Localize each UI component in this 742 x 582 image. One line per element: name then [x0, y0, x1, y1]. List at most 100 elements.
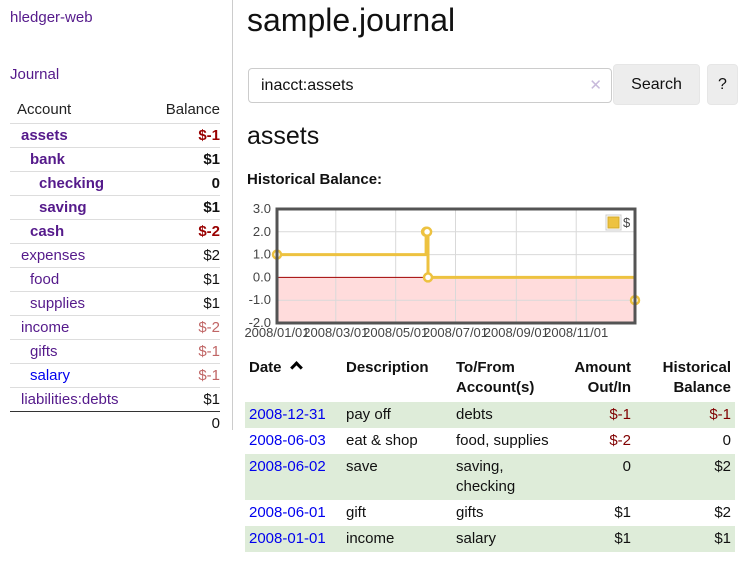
accounts-header-balance: Balance — [165, 101, 220, 118]
accounts-total-value: 0 — [150, 411, 220, 435]
transaction-description: save — [346, 458, 378, 475]
register-header-balance: Historical Balance — [662, 359, 731, 396]
data-point-marker — [421, 226, 433, 238]
account-link[interactable]: food — [10, 267, 151, 292]
account-row: checking 0 — [10, 171, 220, 196]
data-point-marker — [422, 272, 434, 283]
account-balance: $-2 — [150, 315, 220, 340]
register-header-date[interactable]: Date — [245, 356, 342, 402]
account-row: expenses $2 — [10, 243, 220, 268]
transaction-amount: $1 — [614, 530, 631, 547]
account-link[interactable]: expenses — [10, 243, 151, 268]
register-header-row: Date Description To/From Account(s) Amou… — [245, 356, 735, 402]
account-balance: $-1 — [150, 123, 220, 148]
svg-text:2008/05/01: 2008/05/01 — [363, 325, 428, 340]
app-title-link[interactable]: hledger-web — [10, 9, 93, 26]
account-link[interactable]: income — [10, 315, 151, 340]
transaction-balance: $1 — [714, 530, 731, 547]
account-balance: $1 — [150, 267, 220, 292]
account-link[interactable]: bank — [10, 147, 151, 172]
register-row: 2008-01-01 income salary $1 $1 — [245, 526, 735, 552]
register-header-description: Description — [346, 359, 429, 376]
account-heading: assets — [247, 122, 320, 150]
svg-text:2008/11/01: 2008/11/01 — [544, 325, 608, 340]
transaction-accounts: food, supplies — [456, 432, 549, 449]
account-balance: $1 — [150, 147, 220, 172]
search-input[interactable] — [248, 68, 612, 103]
transaction-description: income — [346, 530, 395, 547]
account-link[interactable]: salary — [10, 363, 151, 388]
transaction-description: eat & shop — [346, 432, 418, 449]
transaction-amount: $-2 — [609, 432, 631, 449]
svg-text:2008/07/01: 2008/07/01 — [423, 325, 488, 340]
account-link[interactable]: saving — [10, 195, 151, 220]
register-row: 2008-06-02 save saving, checking 0 $2 — [245, 454, 735, 500]
transaction-balance: 0 — [722, 432, 731, 449]
transaction-accounts: salary — [456, 530, 497, 547]
historical-balance-chart[interactable]: 3.0 2.0 1.0 0.0 -1.0 -2.0 2008/01/01 2008/03/01… — [240, 201, 740, 348]
transaction-date-link[interactable]: 2008-06-02 — [249, 458, 326, 475]
register-header-amount: Amount Out/In — [574, 359, 631, 396]
svg-text:1.0: 1.0 — [253, 247, 271, 262]
transaction-balance: $2 — [714, 504, 731, 521]
account-row: income $-2 — [10, 315, 220, 340]
accounts-header-row: Account Balance — [10, 97, 220, 124]
account-balance: $-1 — [150, 339, 220, 364]
transaction-date-link[interactable]: 2008-06-03 — [249, 432, 326, 449]
account-link[interactable]: gifts — [10, 339, 151, 364]
svg-text:2008/03/01: 2008/03/01 — [303, 325, 368, 340]
sidebar-item-journal[interactable]: Journal — [10, 66, 60, 83]
svg-text:-2.0: -2.0 — [249, 315, 271, 330]
account-balance: $1 — [150, 387, 220, 412]
legend-label: $ — [623, 215, 631, 230]
transaction-amount: 0 — [622, 458, 631, 475]
accounts-total-spacer — [10, 411, 151, 435]
accounts-total-row: 0 — [10, 411, 220, 435]
legend-swatch — [607, 216, 620, 229]
account-link[interactable]: liabilities:debts — [10, 387, 151, 412]
account-row: gifts $-1 — [10, 339, 220, 364]
account-link[interactable]: assets — [10, 123, 151, 148]
transaction-date-link[interactable]: 2008-06-01 — [249, 504, 326, 521]
svg-text:3.0: 3.0 — [253, 202, 271, 216]
account-balance: $1 — [150, 291, 220, 316]
account-row: supplies $1 — [10, 291, 220, 316]
transaction-date-link[interactable]: 2008-12-31 — [249, 406, 326, 423]
transaction-accounts: gifts — [456, 504, 484, 521]
clear-search-icon[interactable]: ✕ — [589, 77, 602, 94]
svg-text:-1.0: -1.0 — [249, 292, 271, 307]
help-button[interactable]: ? — [707, 64, 738, 105]
register-row: 2008-12-31 pay off debts $-1 $-1 — [245, 402, 735, 428]
register-row: 2008-06-03 eat & shop food, supplies $-2 0 — [245, 428, 735, 454]
register-table: Date Description To/From Account(s) Amou… — [245, 356, 735, 552]
svg-text:0.0: 0.0 — [253, 269, 271, 284]
account-row: cash $-2 — [10, 219, 220, 244]
transaction-description: pay off — [346, 406, 391, 423]
register-header-accounts: To/From Account(s) — [456, 359, 535, 396]
chart-title: Historical Balance: — [247, 171, 383, 188]
sidebar: hledger-web Journal Account Balance asse… — [0, 0, 233, 435]
account-row: food $1 — [10, 267, 220, 292]
transaction-accounts: saving, checking — [456, 458, 516, 495]
account-row: bank $1 — [10, 147, 220, 172]
transaction-accounts: debts — [456, 406, 493, 423]
account-link[interactable]: cash — [10, 219, 151, 244]
accounts-header-account: Account — [17, 101, 72, 118]
transaction-amount: $-1 — [609, 406, 631, 423]
account-link[interactable]: checking — [10, 171, 151, 196]
account-row: liabilities:debts $1 — [10, 387, 220, 412]
account-balance: $2 — [150, 243, 220, 268]
page-title: sample.journal — [247, 2, 456, 38]
svg-text:2008/09/01: 2008/09/01 — [484, 325, 549, 340]
account-row: assets $-1 — [10, 123, 220, 148]
account-link[interactable]: supplies — [10, 291, 151, 316]
transaction-balance: $-1 — [709, 406, 731, 423]
transaction-date-link[interactable]: 2008-01-01 — [249, 530, 326, 547]
search-button[interactable]: Search — [613, 64, 700, 105]
register-row: 2008-06-01 gift gifts $1 $2 — [245, 500, 735, 526]
chevron-up-icon — [289, 361, 303, 374]
transaction-balance: $2 — [714, 458, 731, 475]
account-row: salary $-1 — [10, 363, 220, 388]
accounts-table: Account Balance assets $-1 bank $1 checking 0… — [10, 97, 220, 435]
account-balance: 0 — [150, 171, 220, 196]
